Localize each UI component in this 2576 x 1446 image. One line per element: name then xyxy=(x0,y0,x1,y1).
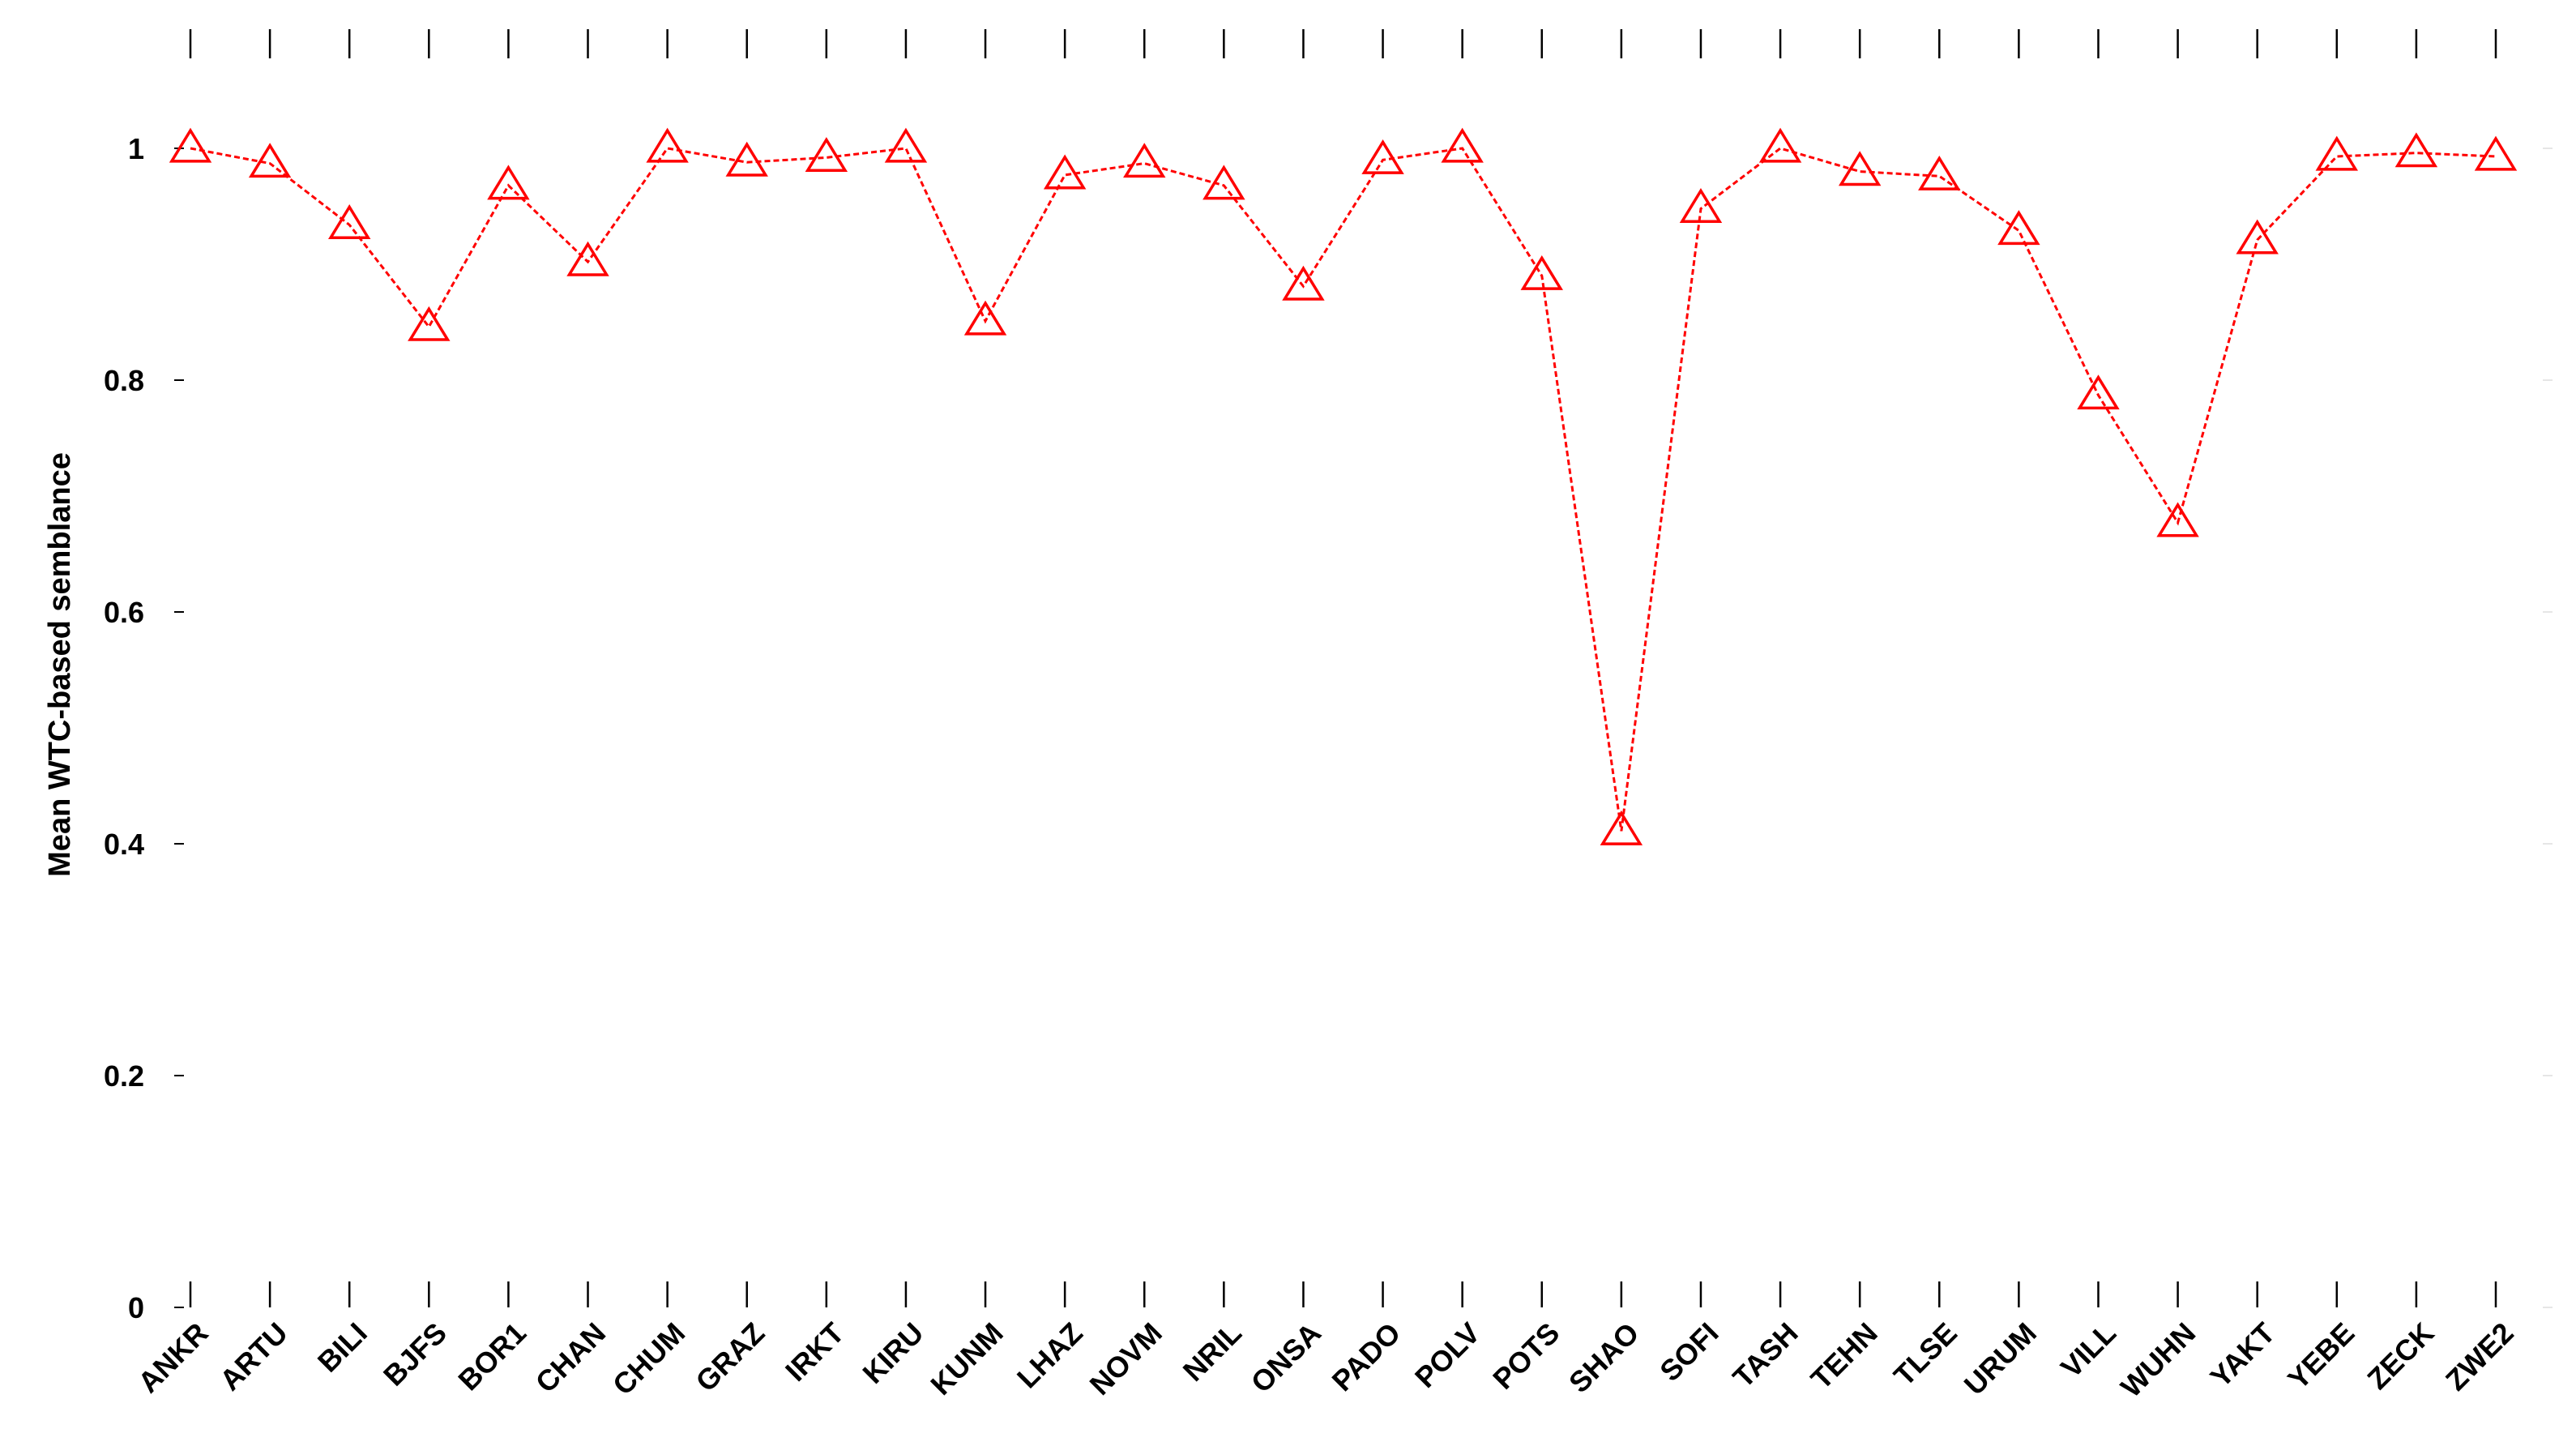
x-tick-label: SOFI xyxy=(1653,1316,1724,1388)
data-point-tash xyxy=(1758,127,1802,163)
x-tick-label: ARTU xyxy=(213,1316,294,1397)
y-tick-label: 0.8 xyxy=(104,364,144,397)
data-point-novm xyxy=(1123,143,1166,178)
data-point-nril xyxy=(1203,165,1245,200)
data-point-kiru xyxy=(884,127,928,163)
x-tick-label: TLSE xyxy=(1887,1316,1963,1393)
y-tick-label: 0 xyxy=(128,1291,144,1324)
bottom-ticks xyxy=(189,1281,2497,1307)
y-axis-label: Mean WTC-based semblance xyxy=(43,452,77,877)
x-tick-label: BOR1 xyxy=(451,1316,532,1397)
data-point-pado xyxy=(1361,139,1404,174)
x-tick-label: ANKR xyxy=(131,1316,215,1400)
x-tick-label: PADO xyxy=(1326,1316,1408,1398)
y-tick-label: 0.6 xyxy=(104,596,144,629)
data-point-vill xyxy=(2077,374,2120,410)
data-point-sofi xyxy=(1679,188,1723,223)
data-point-urum xyxy=(1997,210,2040,246)
data-point-yakt xyxy=(2236,219,2279,255)
x-tick-label: URUM xyxy=(1958,1316,2043,1401)
x-tick-label: NOVM xyxy=(1083,1316,1168,1401)
series xyxy=(169,127,2518,845)
x-tick-label: YAKT xyxy=(2203,1316,2281,1394)
x-tick-label: LHAZ xyxy=(1010,1316,1089,1395)
x-tick-label: ONSA xyxy=(1245,1316,1328,1400)
y-ticks xyxy=(174,148,2553,1308)
data-point-zwe2 xyxy=(2474,135,2518,171)
data-point-bor1 xyxy=(487,165,530,200)
y-tick-label: 0.4 xyxy=(104,828,144,861)
data-point-zeck xyxy=(2394,132,2438,168)
data-point-kunm xyxy=(963,300,1007,336)
data-point-onsa xyxy=(1282,265,1325,301)
x-tick-label: CHAN xyxy=(529,1316,613,1400)
data-point-pots xyxy=(1520,255,1563,290)
x-tick-label: TASH xyxy=(1726,1316,1804,1394)
x-tick-label: KUNM xyxy=(924,1316,1009,1401)
x-tick-label: WUHN xyxy=(2114,1316,2202,1404)
x-tick-label: YEBE xyxy=(2281,1316,2360,1396)
data-point-lhaz xyxy=(1043,154,1087,190)
data-point-wuhn xyxy=(2156,502,2199,537)
data-point-chan xyxy=(566,241,609,276)
x-tick-label: SHAO xyxy=(1562,1316,1646,1400)
top-ticks xyxy=(189,29,2497,58)
x-tick-label: BJFS xyxy=(377,1316,453,1393)
data-point-tehn xyxy=(1838,151,1882,186)
y-tick-label: 0.2 xyxy=(104,1059,144,1093)
x-tick-label: POLV xyxy=(1408,1316,1486,1394)
x-tick-label: VILL xyxy=(2054,1316,2122,1384)
data-point-yebe xyxy=(2315,135,2359,171)
x-tick-label: NRIL xyxy=(1177,1316,1248,1388)
data-point-polv xyxy=(1441,127,1484,163)
data-point-chum xyxy=(646,127,689,163)
x-tick-label: GRAZ xyxy=(689,1316,771,1398)
x-tick-label: ZWE2 xyxy=(2439,1316,2520,1397)
data-point-shao xyxy=(1600,810,1643,845)
y-tick-label: 1 xyxy=(128,132,144,165)
x-tick-label: IRKT xyxy=(779,1316,850,1388)
x-tick-label: KIRU xyxy=(856,1316,929,1390)
x-tick-label: ZECK xyxy=(2360,1316,2440,1396)
x-tick-label: CHUM xyxy=(606,1316,691,1401)
data-point-bili xyxy=(327,204,371,239)
data-point-graz xyxy=(725,141,768,177)
data-point-tlse xyxy=(1918,155,1961,190)
data-point-irkt xyxy=(805,137,848,173)
x-tick-label: BILI xyxy=(311,1316,374,1379)
data-point-bjfs xyxy=(408,306,451,341)
x-tick-label: POTS xyxy=(1486,1316,1566,1396)
series-line xyxy=(190,147,2497,832)
data-point-ankr xyxy=(169,127,212,163)
x-tick-label: TEHN xyxy=(1805,1316,1884,1396)
data-point-artu xyxy=(248,143,292,178)
